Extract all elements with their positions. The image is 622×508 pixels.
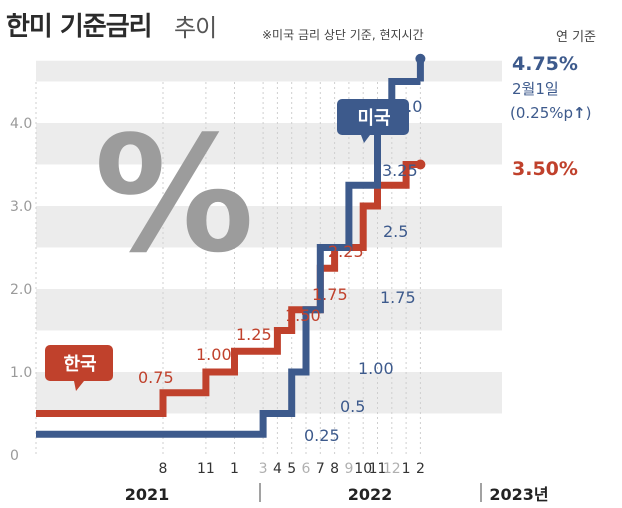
series-endpoint-us bbox=[415, 53, 426, 64]
grid-band-top bbox=[36, 60, 502, 82]
x-tick-label-5: 5 bbox=[287, 461, 296, 477]
korea-point-label-2: 1.25 bbox=[236, 325, 272, 344]
x-tick-label-0: 8 bbox=[159, 461, 168, 477]
x-tick-label-11: 11 bbox=[369, 461, 387, 477]
year-label-0: 2021 bbox=[125, 485, 170, 504]
grid-band-2 bbox=[36, 206, 502, 248]
unit-label: 연 기준 bbox=[556, 30, 597, 45]
x-tick-label-14: 2 bbox=[416, 461, 425, 477]
korea-point-label-0: 0.75 bbox=[138, 368, 174, 387]
x-tick-label-12: 12 bbox=[383, 461, 401, 477]
us-point-label-4: 2.5 bbox=[383, 222, 408, 241]
us-end-note-date: 2월1일 bbox=[512, 80, 559, 98]
year-label-2: 2023년 bbox=[489, 485, 548, 504]
korea-point-label-5: 2.25 bbox=[328, 242, 364, 261]
series-endpoint-korea bbox=[415, 159, 426, 170]
us-end-note-change: (0.25%p↑) bbox=[510, 104, 591, 122]
us-end-label: 4.75% bbox=[512, 53, 578, 75]
korea-point-label-3: 1.50 bbox=[285, 306, 321, 325]
korea-point-label-4: 1.75 bbox=[312, 285, 348, 304]
x-tick-label-10: 10 bbox=[354, 461, 372, 477]
grid-band-3 bbox=[36, 123, 502, 165]
year-label-1: 2022 bbox=[348, 485, 393, 504]
us-callout-bubble bbox=[337, 99, 409, 143]
x-tick-label-8: 8 bbox=[330, 461, 339, 477]
grid-band-1 bbox=[36, 289, 502, 331]
x-tick-label-3: 3 bbox=[259, 461, 268, 477]
x-tick-label-6: 6 bbox=[302, 461, 311, 477]
x-tick-label-7: 7 bbox=[316, 461, 325, 477]
x-tick-label-2: 1 bbox=[230, 461, 239, 477]
y-tick-label-1: 1.0 bbox=[10, 365, 32, 381]
percent-decoration: % bbox=[94, 101, 254, 288]
y-tick-label-0: 0 bbox=[10, 448, 19, 464]
x-tick-label-13: 1 bbox=[402, 461, 411, 477]
us-point-label-1: 0.5 bbox=[340, 397, 365, 416]
x-tick-label-9: 9 bbox=[344, 461, 353, 477]
us-point-label-2: 1.00 bbox=[358, 359, 394, 378]
chart-title: 한미 기준금리 bbox=[6, 12, 153, 42]
us-point-label-0: 0.25 bbox=[304, 426, 340, 445]
y-tick-label-3: 3.0 bbox=[10, 199, 32, 215]
chart-subtitle: 추이 bbox=[174, 14, 217, 42]
korea-callout-label: 한국 bbox=[63, 354, 96, 375]
korea-point-label-1: 1.00 bbox=[196, 345, 232, 364]
source-note: ※미국 금리 상단 기준, 현지시간 bbox=[262, 28, 424, 42]
korea-end-label: 3.50% bbox=[512, 158, 578, 180]
us-callout-label: 미국 bbox=[357, 108, 390, 129]
us-point-label-3: 1.75 bbox=[380, 288, 416, 307]
x-tick-label-4: 4 bbox=[273, 461, 282, 477]
y-tick-label-4: 4.0 bbox=[10, 116, 32, 132]
grid-band-0 bbox=[36, 372, 502, 414]
y-tick-label-2: 2.0 bbox=[10, 282, 32, 298]
x-tick-label-1: 11 bbox=[197, 461, 215, 477]
korea-callout-bubble bbox=[45, 345, 113, 391]
us-point-label-5: 3.25 bbox=[382, 161, 418, 180]
